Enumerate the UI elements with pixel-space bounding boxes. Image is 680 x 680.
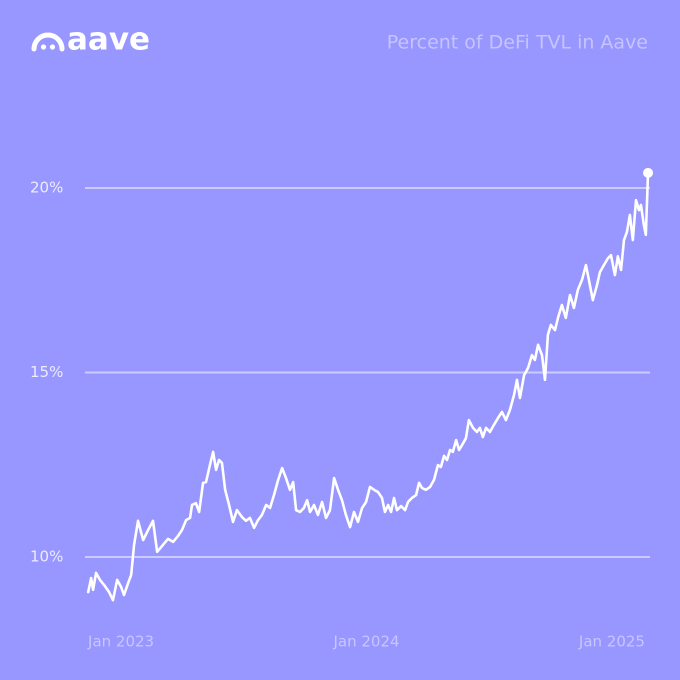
x-tick-label: Jan 2024 [332,633,399,651]
y-tick-label: 20% [30,179,63,197]
logo: aave [31,22,150,58]
logo-eye [40,44,47,50]
logo-text: aave [67,22,150,58]
logo-icon [31,32,65,52]
y-tick-label: 10% [30,548,63,566]
line [86,171,650,602]
x-tick-label: Jan 2023 [87,633,154,651]
logo-eye [49,44,56,50]
end-point [643,167,654,178]
chart-title: Percent of DeFi TVL in Aave [387,32,648,54]
x-tick-label: Jan 2025 [578,633,645,651]
y-tick-label: 15% [30,363,63,381]
